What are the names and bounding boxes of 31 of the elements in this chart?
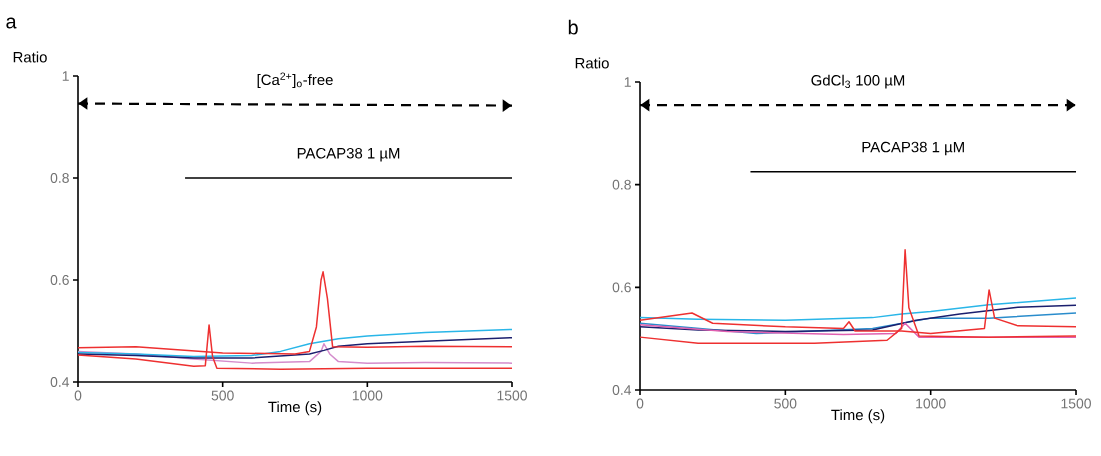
y-tick-label: 0.8 [612, 179, 631, 190]
annotation: [Ca$^{2+}$]$_{o}$-free [257, 72, 333, 89]
annotation: PACAP38 1 µM [297, 147, 400, 162]
x-tick-label: 1000 [352, 390, 383, 401]
line-series [639, 249, 1077, 345]
x-tick-label: 1500 [497, 390, 527, 401]
x-tick-label: 0 [636, 398, 644, 409]
line-series [77, 336, 513, 359]
x-axis-title: Time (s) [268, 401, 322, 416]
x-tick-label: 0 [74, 390, 82, 401]
y-tick-label: 0.6 [50, 275, 69, 285]
chart-title: a [6, 17, 17, 29]
x-tick-label: 1000 [916, 398, 946, 409]
y-axis-title: Ratio [13, 51, 47, 63]
x-tick-label: 1500 [1061, 398, 1091, 409]
y-tick-label: 0.4 [50, 377, 70, 387]
y-axis-title: Ratio [575, 57, 609, 69]
y-tick-label: 1 [624, 77, 631, 87]
annotation: PACAP38 1 µM [862, 141, 964, 156]
line-series [77, 328, 513, 358]
line-series [639, 304, 1077, 333]
x-tick-label: 500 [774, 398, 797, 409]
y-tick-label: 0.4 [612, 385, 632, 395]
x-axis-title: Time (s) [831, 409, 885, 424]
y-tick-label: 0.8 [50, 173, 69, 183]
x-tick-label: 500 [211, 390, 234, 401]
line-series [639, 297, 1077, 321]
y-tick-label: 1 [62, 71, 69, 81]
y-tick-label: 0.6 [612, 282, 631, 293]
chart-title: b [568, 19, 578, 35]
annotation: GdCl$_{3}$ 100 µM [811, 74, 905, 89]
